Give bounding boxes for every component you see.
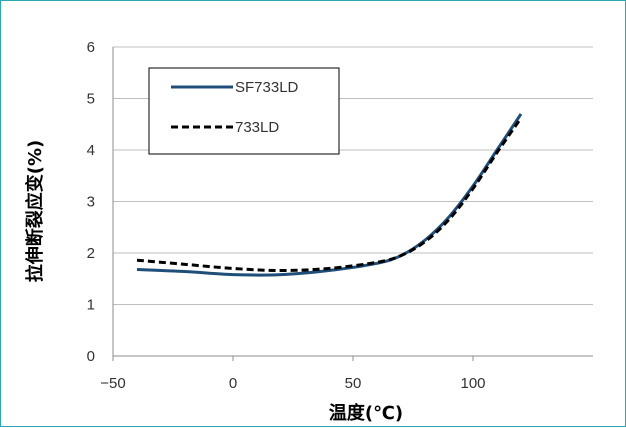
x-tick-label: 100 xyxy=(460,375,485,392)
y-tick-labels: 0 1 2 3 4 5 6 xyxy=(87,39,95,365)
series-line-733ld xyxy=(136,117,523,273)
x-axis-title: 温度(℃) xyxy=(329,402,403,424)
y-tick-label: 2 xyxy=(87,245,95,262)
legend-box xyxy=(148,67,340,155)
x-tick-label: 0 xyxy=(229,375,237,392)
x-tick-label: 50 xyxy=(345,375,362,392)
x-tick-label: −50 xyxy=(100,375,125,392)
y-tick-label: 0 xyxy=(87,348,95,365)
legend-label: SF733LD xyxy=(235,79,299,96)
series-lines xyxy=(136,113,523,277)
axes xyxy=(112,47,593,361)
legend: SF733LD 733LD xyxy=(148,67,340,155)
y-tick-label: 3 xyxy=(87,194,95,211)
y-tick-label: 6 xyxy=(87,39,95,56)
y-axis-title: 拉伸断裂应变(%) xyxy=(24,140,46,283)
y-tick-label: 5 xyxy=(87,91,95,108)
y-tick-label: 1 xyxy=(87,297,95,314)
legend-label: 733LD xyxy=(235,119,279,136)
y-tick-label: 4 xyxy=(87,142,95,159)
x-tick-labels: −50 0 50 100 xyxy=(100,375,485,392)
